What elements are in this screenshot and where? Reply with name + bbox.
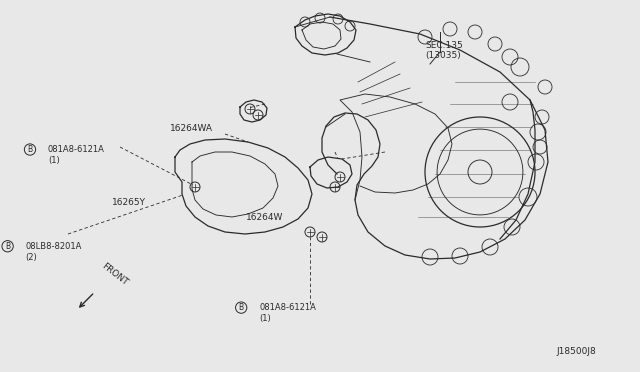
Text: 08LB8-8201A: 08LB8-8201A	[26, 242, 82, 251]
Text: 081A8-6121A: 081A8-6121A	[259, 303, 316, 312]
Text: 081A8-6121A: 081A8-6121A	[48, 145, 105, 154]
Text: 16264WA: 16264WA	[170, 124, 212, 133]
Text: B: B	[239, 303, 244, 312]
Text: SEC.135
(13035): SEC.135 (13035)	[426, 41, 463, 60]
Text: 16265Y: 16265Y	[112, 198, 146, 207]
Text: (1): (1)	[259, 314, 271, 323]
Text: (2): (2)	[26, 253, 37, 262]
Text: 16264W: 16264W	[246, 213, 284, 222]
Text: B: B	[5, 242, 10, 251]
Text: J18500J8: J18500J8	[557, 347, 596, 356]
Text: B: B	[28, 145, 33, 154]
Text: (1): (1)	[48, 156, 60, 165]
Text: FRONT: FRONT	[100, 261, 129, 287]
